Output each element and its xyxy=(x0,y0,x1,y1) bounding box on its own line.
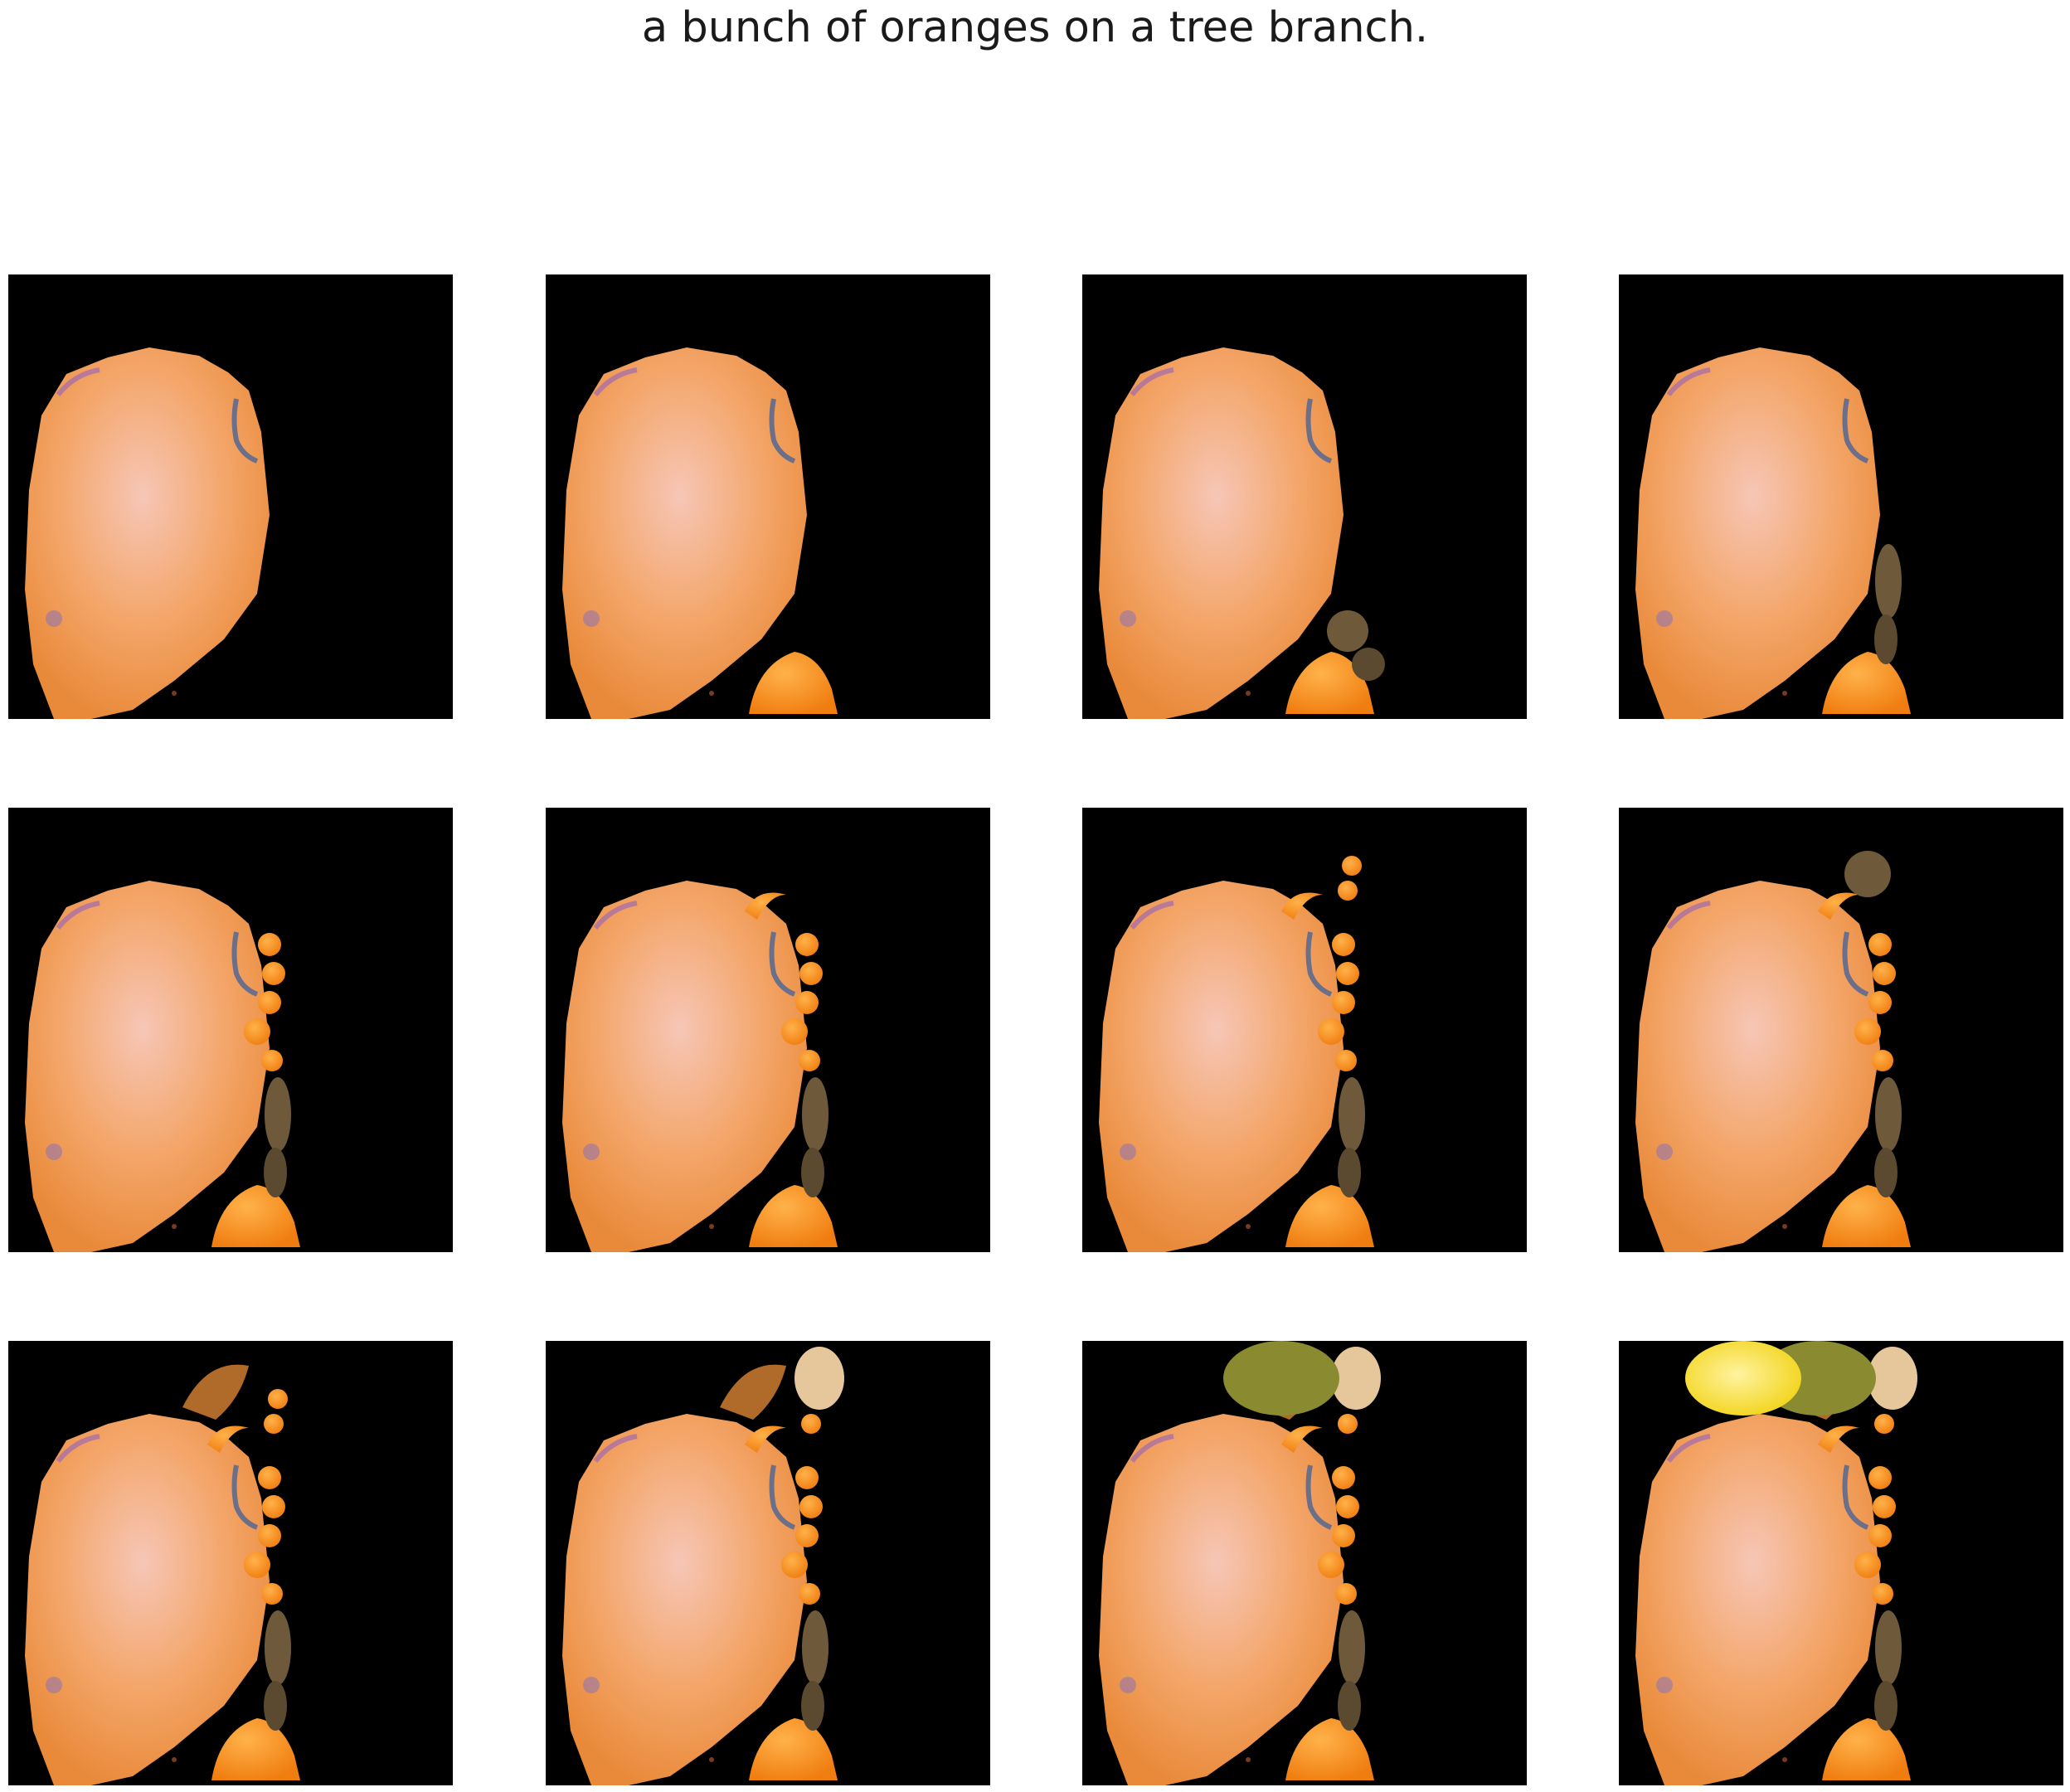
image-panel xyxy=(1082,808,1527,1252)
image-panel xyxy=(8,274,453,719)
fruit-image xyxy=(562,1347,844,1785)
orange-fruit xyxy=(1099,881,1344,1252)
fruit-image xyxy=(1635,1341,1917,1785)
image-panel xyxy=(1619,274,2063,719)
image-panel xyxy=(546,808,990,1252)
image-panel xyxy=(1619,1341,2063,1785)
fruit-image xyxy=(1099,1341,1381,1785)
fruit-image xyxy=(25,347,270,719)
image-panel xyxy=(1082,274,1527,719)
image-panel xyxy=(546,1341,990,1785)
figure-title: a bunch of oranges on a tree branch. xyxy=(641,3,1429,52)
orange-fruit xyxy=(25,347,270,719)
image-panel xyxy=(8,1341,453,1785)
orange-fruit xyxy=(1635,1414,1880,1785)
fruit-image xyxy=(1635,347,1911,719)
orange-fruit xyxy=(1099,1414,1344,1785)
fruit-image xyxy=(25,881,300,1252)
orange-fruit xyxy=(1635,347,1880,719)
fruit-image xyxy=(1635,851,1911,1252)
image-panel xyxy=(1619,808,2063,1252)
orange-fruit xyxy=(25,881,270,1252)
image-panel xyxy=(1082,1341,1527,1785)
orange-fruit xyxy=(562,881,807,1252)
fruit-image xyxy=(562,881,838,1252)
fruit-image xyxy=(562,347,838,719)
orange-fruit xyxy=(1099,347,1344,719)
orange-fruit xyxy=(1635,881,1880,1252)
fruit-image xyxy=(25,1364,300,1785)
orange-fruit xyxy=(562,1414,807,1785)
fruit-image xyxy=(1099,856,1374,1252)
orange-fruit xyxy=(562,347,807,719)
image-panel xyxy=(546,274,990,719)
orange-fruit xyxy=(25,1414,270,1785)
fruit-image xyxy=(1099,347,1385,719)
image-panel xyxy=(8,808,453,1252)
